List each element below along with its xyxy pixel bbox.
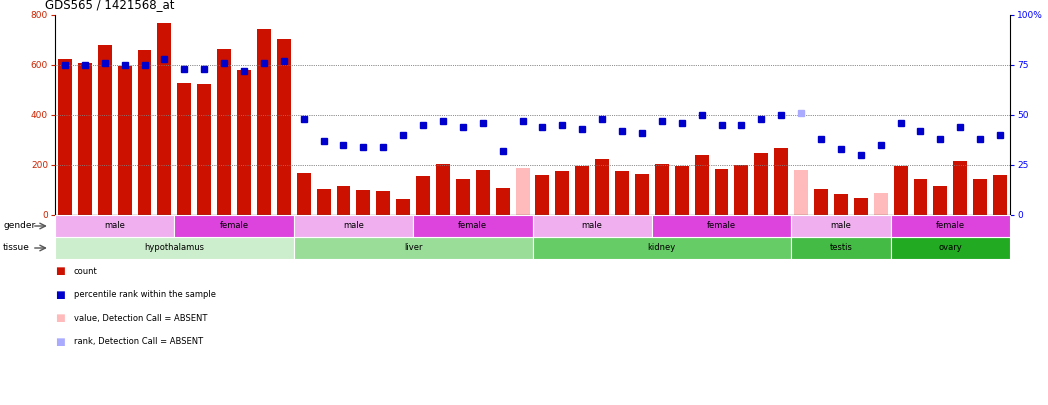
Bar bbox=[914, 179, 927, 215]
Text: male: male bbox=[343, 222, 364, 230]
Bar bbox=[257, 29, 270, 215]
Bar bbox=[177, 83, 192, 215]
Bar bbox=[97, 45, 112, 215]
Text: female: female bbox=[707, 222, 736, 230]
Bar bbox=[336, 186, 350, 215]
Text: percentile rank within the sample: percentile rank within the sample bbox=[73, 290, 216, 299]
Bar bbox=[575, 166, 589, 215]
Bar bbox=[78, 62, 92, 215]
Text: ovary: ovary bbox=[938, 243, 962, 252]
Bar bbox=[894, 166, 908, 215]
Text: female: female bbox=[458, 222, 487, 230]
Bar bbox=[297, 173, 310, 215]
Bar bbox=[356, 190, 370, 215]
Text: value, Detection Call = ABSENT: value, Detection Call = ABSENT bbox=[73, 313, 208, 323]
Bar bbox=[755, 153, 768, 215]
Bar bbox=[655, 164, 669, 215]
Bar bbox=[555, 171, 569, 215]
Text: GDS565 / 1421568_at: GDS565 / 1421568_at bbox=[44, 0, 174, 11]
Text: male: male bbox=[582, 222, 603, 230]
Text: liver: liver bbox=[403, 243, 422, 252]
Bar bbox=[834, 194, 848, 215]
Text: ■: ■ bbox=[54, 266, 65, 276]
Bar bbox=[456, 179, 470, 215]
Bar bbox=[934, 186, 947, 215]
Bar bbox=[615, 171, 629, 215]
Text: testis: testis bbox=[829, 243, 852, 252]
Text: ■: ■ bbox=[54, 337, 65, 347]
Text: count: count bbox=[73, 266, 97, 276]
Bar bbox=[794, 170, 808, 215]
Bar bbox=[376, 191, 390, 215]
Bar bbox=[695, 155, 708, 215]
Bar bbox=[316, 189, 330, 215]
Bar bbox=[117, 66, 132, 215]
Bar bbox=[774, 147, 788, 215]
Bar bbox=[476, 170, 489, 215]
Bar bbox=[874, 192, 888, 215]
Bar bbox=[237, 70, 250, 215]
Bar bbox=[994, 175, 1007, 215]
Bar bbox=[715, 169, 728, 215]
Bar bbox=[854, 198, 868, 215]
Bar bbox=[217, 49, 231, 215]
Text: ■: ■ bbox=[54, 313, 65, 323]
Text: rank, Detection Call = ABSENT: rank, Detection Call = ABSENT bbox=[73, 337, 203, 346]
Bar bbox=[974, 179, 987, 215]
Bar bbox=[58, 59, 72, 215]
Text: male: male bbox=[830, 222, 851, 230]
Bar bbox=[954, 161, 967, 215]
Bar bbox=[595, 159, 609, 215]
Bar bbox=[675, 166, 689, 215]
Text: female: female bbox=[219, 222, 248, 230]
Bar bbox=[735, 165, 748, 215]
Bar bbox=[635, 174, 649, 215]
Text: ■: ■ bbox=[54, 290, 65, 300]
Bar bbox=[516, 168, 529, 215]
Bar bbox=[277, 39, 290, 215]
Text: kidney: kidney bbox=[648, 243, 676, 252]
Bar bbox=[396, 199, 410, 215]
Text: female: female bbox=[936, 222, 965, 230]
Text: gender: gender bbox=[3, 222, 36, 230]
Bar bbox=[157, 23, 172, 215]
Bar bbox=[536, 175, 549, 215]
Bar bbox=[496, 188, 509, 215]
Bar bbox=[137, 50, 152, 215]
Bar bbox=[416, 176, 430, 215]
Text: tissue: tissue bbox=[3, 243, 30, 252]
Text: hypothalamus: hypothalamus bbox=[145, 243, 204, 252]
Bar bbox=[814, 189, 828, 215]
Bar bbox=[436, 164, 450, 215]
Bar bbox=[197, 84, 212, 215]
Text: male: male bbox=[104, 222, 125, 230]
